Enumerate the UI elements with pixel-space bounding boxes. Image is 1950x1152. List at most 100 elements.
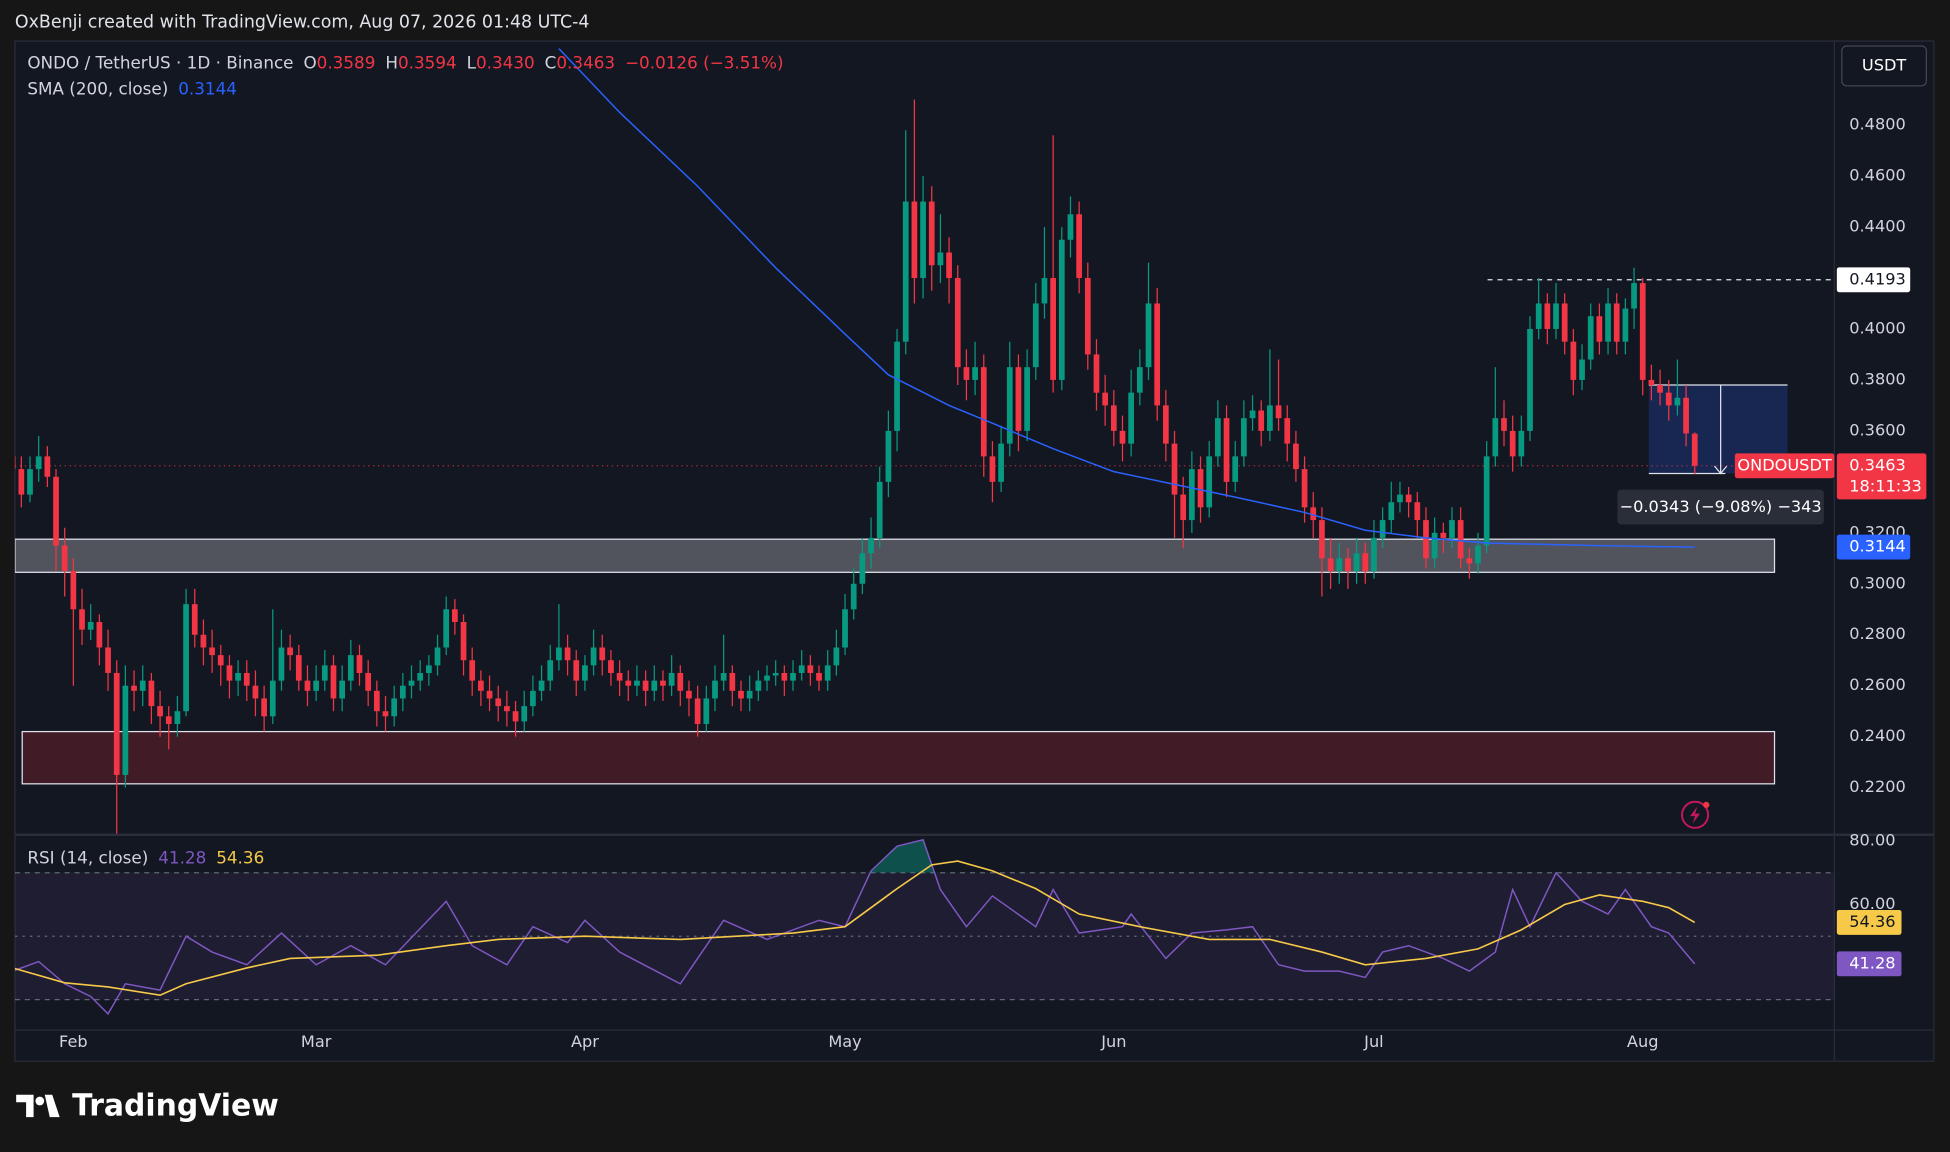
candle-body <box>425 665 432 673</box>
candle-body <box>478 680 484 691</box>
candle-body <box>781 672 788 681</box>
candle-body <box>139 680 146 691</box>
currency-button[interactable] <box>1841 45 1927 87</box>
candle-body <box>755 680 762 691</box>
candle-body <box>1691 433 1698 466</box>
candle-body <box>1509 430 1516 457</box>
candle-body <box>1058 239 1065 380</box>
rsi-line <box>14 838 1696 1016</box>
alert-dot[interactable] <box>1703 801 1710 809</box>
candle-body <box>608 660 614 673</box>
candle-body <box>235 672 241 681</box>
candle-body <box>165 716 172 724</box>
candle-body <box>504 706 510 712</box>
alert-bolt[interactable] <box>1690 806 1701 824</box>
candle-body <box>61 545 68 572</box>
candle-body <box>989 456 996 482</box>
rsi-tag-label: 54.36 <box>1849 912 1895 931</box>
candle-body <box>209 647 215 656</box>
candle-body <box>1518 430 1525 457</box>
candle-body <box>1466 558 1473 564</box>
sma-name: SMA (200, close) <box>27 79 168 99</box>
candle-body <box>738 690 744 699</box>
candle-body <box>70 571 77 610</box>
candle-body <box>1050 277 1056 380</box>
measure-arrow-head <box>1713 465 1728 475</box>
candle-body <box>278 647 285 681</box>
ohlc-letter: O <box>303 52 316 72</box>
candle-body <box>287 647 293 656</box>
candle-body <box>417 672 424 681</box>
measure-label-box <box>1617 489 1824 525</box>
candle-body <box>217 655 224 666</box>
candle-body <box>729 672 736 691</box>
candle-body <box>1110 405 1117 431</box>
candle-body <box>1648 379 1655 386</box>
currency[interactable]: USDT <box>1862 55 1907 74</box>
candle-body <box>321 665 328 681</box>
candle-body <box>408 680 415 686</box>
last-price-label: 0.3463 <box>1849 455 1906 474</box>
candle-body <box>1535 303 1542 329</box>
candle-body <box>1067 214 1074 240</box>
candle-body <box>399 685 406 699</box>
candle-body <box>183 604 189 712</box>
candle-body <box>538 680 545 691</box>
candle-body <box>564 647 571 661</box>
ohlc-value: 0.3589 <box>317 52 376 72</box>
rsi-name: RSI (14, close) <box>27 847 148 867</box>
countdown: 18:11:33 <box>1849 476 1922 495</box>
candle-body <box>53 476 59 546</box>
candle-body <box>1136 367 1143 393</box>
candle-body <box>1041 277 1048 304</box>
candle-body <box>1665 392 1672 406</box>
candle-body <box>1232 456 1239 482</box>
y-tick-label: 0.2600 <box>1849 675 1906 694</box>
candle-body <box>1657 385 1663 393</box>
candle-body <box>1345 558 1351 572</box>
candle-body <box>668 672 675 686</box>
brand: TradingView <box>72 1089 279 1124</box>
candle-body <box>1319 520 1325 559</box>
candle-body <box>1388 502 1395 521</box>
candle-body <box>339 680 346 699</box>
candle-body <box>1223 418 1230 482</box>
candle-body <box>720 672 727 681</box>
candle-body <box>911 201 918 278</box>
candle-body <box>790 672 796 681</box>
y-tick-label: 0.3800 <box>1849 369 1906 388</box>
candle-body <box>1579 359 1585 380</box>
candle-body <box>330 665 337 699</box>
candle-body <box>1423 520 1429 559</box>
candle-body <box>261 698 267 717</box>
ohlc-letter: L <box>467 52 477 72</box>
candle-body <box>131 685 137 691</box>
candle-body <box>443 609 450 648</box>
candle-body <box>1527 328 1533 431</box>
candle-body <box>1570 341 1577 380</box>
candle-body <box>1162 405 1169 444</box>
candle-body <box>842 609 848 648</box>
candle-body <box>113 672 120 775</box>
sma-value: 0.3144 <box>178 79 237 99</box>
candle-body <box>1544 303 1551 329</box>
candle-body <box>616 672 623 681</box>
candle-body <box>1587 316 1594 360</box>
candle-body <box>96 622 103 648</box>
price-tag <box>1836 267 1911 293</box>
ohlc-letter: C <box>545 52 557 72</box>
candle-body <box>1171 443 1178 495</box>
candle-body <box>460 622 467 661</box>
candle-body <box>1024 367 1030 431</box>
candle-body <box>1457 520 1464 559</box>
candle-body <box>469 660 476 681</box>
candle-body <box>365 672 372 691</box>
alert-ring[interactable] <box>1681 800 1710 829</box>
rsi-overbought-fill <box>870 839 935 873</box>
x-tick-label: Feb <box>59 1032 88 1051</box>
alert-icon[interactable] <box>1681 800 1710 829</box>
candle-body <box>200 634 207 648</box>
zones <box>14 538 1776 785</box>
y-tick-label: 0.2400 <box>1849 726 1906 745</box>
change: −0.0126 (−3.51%) <box>625 52 784 72</box>
